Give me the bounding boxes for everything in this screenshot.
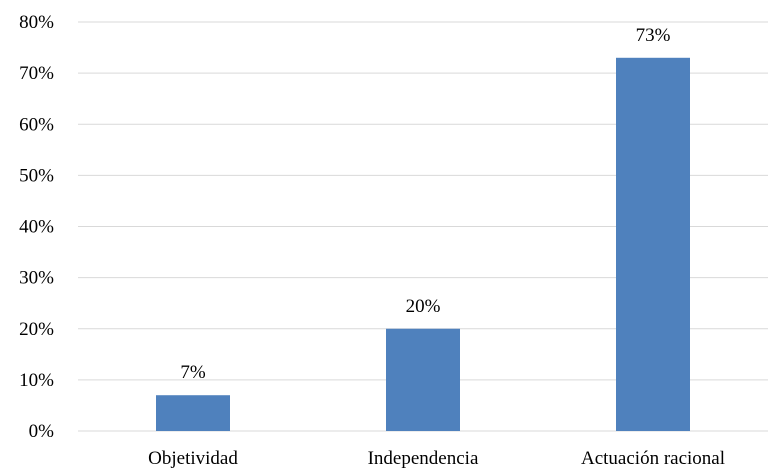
y-tick-label-20: 20% [19,319,54,340]
y-tick-label-50: 50% [19,165,54,186]
y-tick-label-60: 60% [19,114,54,135]
y-tick-label-10: 10% [19,370,54,391]
y-tick-label-30: 30% [19,268,54,289]
gridlines [78,21,768,432]
x-tick-label-actuación-racional: Actuación racional [581,448,725,469]
y-tick-label-80: 80% [19,12,54,33]
bar-actuación-racional [616,57,690,431]
y-axis-tick-labels: 0% 10% 20% 30% 40% 50% 60% 70% 80% [19,12,54,442]
x-tick-label-independencia: Independencia [368,448,479,469]
y-tick-label-0: 0% [29,421,55,442]
y-tick-label-40: 40% [19,217,54,238]
data-label-objetividad: 7% [180,362,206,383]
bar-independencia [386,328,460,431]
x-tick-label-objetividad: Objetividad [148,448,238,469]
data-label-actuación-racional: 73% [636,25,671,46]
data-labels: 7% 20% 73% [180,25,670,383]
bars [156,57,690,431]
bar-objetividad [156,395,230,431]
y-tick-label-70: 70% [19,63,54,84]
data-label-independencia: 20% [406,296,441,317]
x-axis-category-labels: Objetividad Independencia Actuación racion… [148,448,725,469]
